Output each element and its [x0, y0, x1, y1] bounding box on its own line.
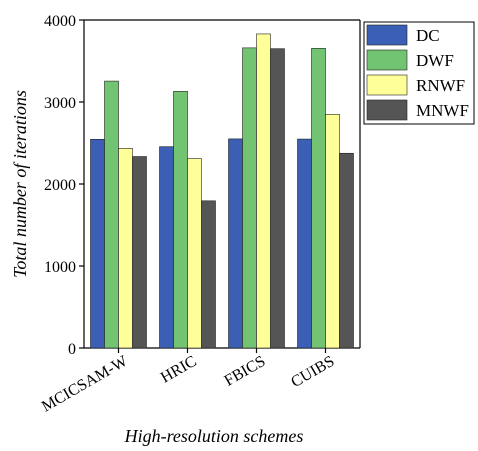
x-axis-title: High-resolution schemes: [124, 426, 304, 446]
bar-mnwf-cuibs: [339, 152, 354, 349]
bar-rnwf-mcicsam-w: [118, 148, 133, 349]
y-axis-title: Total number of iterations: [10, 90, 30, 278]
x-tick-label: HRIC: [158, 353, 200, 387]
bar-dwf-fbics: [242, 47, 257, 349]
bar-series-group: [90, 33, 354, 349]
y-tick-label: 4000: [44, 13, 76, 30]
bar-dwf-cuibs: [311, 47, 326, 349]
legend-label: RNWF: [416, 76, 465, 95]
x-tick-label: CUIBS: [288, 353, 337, 391]
bar-dwf-mcicsam-w: [104, 80, 119, 349]
y-axis-ticks: 0 1000 2000 3000 4000: [44, 13, 84, 358]
bar-dc-hric: [159, 146, 174, 349]
y-tick-label: 0: [68, 341, 76, 358]
bar-mnwf-hric: [201, 200, 216, 349]
bar-dc-mcicsam-w: [90, 139, 105, 349]
bar-mnwf-mcicsam-w: [132, 156, 147, 349]
bar-dc-fbics: [228, 138, 243, 349]
legend-swatch-dwf: [366, 49, 408, 71]
y-tick-label: 2000: [44, 177, 76, 194]
legend-label: DWF: [416, 51, 454, 70]
legend-swatch-mnwf: [366, 99, 408, 121]
y-tick-label: 1000: [44, 259, 76, 276]
legend-label: DC: [416, 26, 440, 45]
bar-mnwf-fbics: [270, 48, 285, 349]
bar-dwf-hric: [173, 91, 188, 349]
bar-rnwf-fbics: [256, 33, 271, 349]
legend: DC DWF RNWF MNWF: [363, 21, 475, 125]
legend-swatch-dc: [366, 24, 408, 46]
legend-label: MNWF: [416, 101, 469, 120]
y-tick-label: 3000: [44, 95, 76, 112]
bar-dc-cuibs: [297, 138, 312, 349]
bar-rnwf-hric: [187, 158, 202, 349]
x-axis-ticks: MCICSAM-W HRIC FBICS CUIBS: [39, 348, 338, 415]
legend-swatch-rnwf: [366, 74, 408, 96]
x-tick-label: MCICSAM-W: [39, 352, 131, 415]
x-tick-label: FBICS: [221, 353, 268, 390]
bar-rnwf-cuibs: [325, 114, 340, 349]
